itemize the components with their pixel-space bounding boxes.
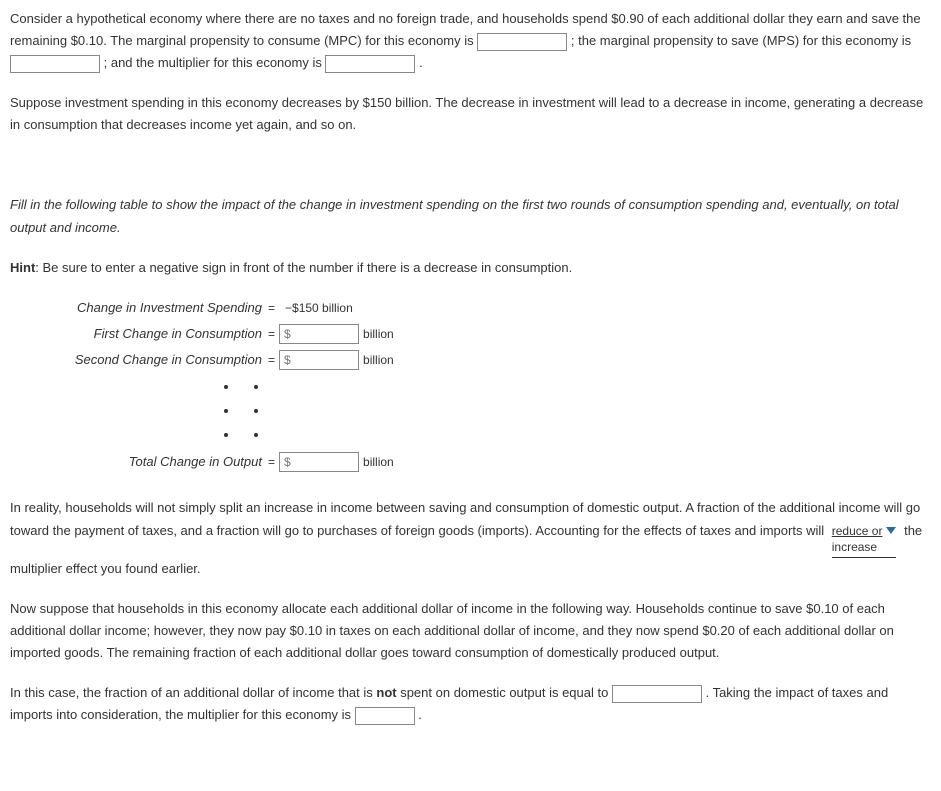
row-label: First Change in Consumption (10, 323, 268, 345)
reality-paragraph: In reality, households will not simply s… (10, 497, 931, 579)
row-second-consumption: Second Change in Consumption = billion (10, 349, 931, 371)
total-output-input[interactable] (279, 452, 359, 472)
allocation-paragraph: Now suppose that households in this econ… (10, 598, 931, 664)
fraction-not-spent-input[interactable] (612, 685, 702, 703)
row-value: −$150 billion (279, 298, 353, 318)
chevron-down-icon (886, 527, 896, 534)
final-paragraph: In this case, the fraction of an additio… (10, 682, 931, 726)
multiplier-effect-dropdown[interactable]: reduce or increase (832, 524, 897, 558)
row-investment-change: Change in Investment Spending = −$150 bi… (10, 297, 931, 319)
hint-paragraph: Hint: Be sure to enter a negative sign i… (10, 257, 931, 279)
hint-label: Hint (10, 260, 35, 275)
first-consumption-input[interactable] (279, 324, 359, 344)
new-multiplier-input[interactable] (355, 707, 415, 725)
ellipsis-row (10, 375, 931, 397)
mpc-input[interactable] (477, 33, 567, 51)
row-total-output: Total Change in Output = billion (10, 451, 931, 473)
hint-text: : Be sure to enter a negative sign in fr… (35, 260, 572, 275)
row-first-consumption: First Change in Consumption = billion (10, 323, 931, 345)
second-consumption-input[interactable] (279, 350, 359, 370)
ellipsis-row (10, 399, 931, 421)
unit-label: billion (363, 452, 394, 472)
equals-sign: = (268, 452, 275, 472)
row-label: Total Change in Output (10, 451, 268, 473)
multiplier-input[interactable] (325, 55, 415, 73)
ellipsis-row (10, 423, 931, 445)
text-segment: ; and the multiplier for this economy is (104, 55, 326, 70)
equals-sign: = (268, 350, 275, 370)
text-segment: . (419, 55, 423, 70)
row-label: Change in Investment Spending (10, 297, 268, 319)
text-segment: spent on domestic output is equal to (397, 685, 612, 700)
row-label: Second Change in Consumption (10, 349, 268, 371)
dropdown-option[interactable]: increase (832, 539, 897, 556)
bold-not: not (376, 685, 396, 700)
unit-label: billion (363, 350, 394, 370)
unit-label: billion (363, 324, 394, 344)
equals-sign: = (268, 324, 275, 344)
mps-input[interactable] (10, 55, 100, 73)
text-segment: In reality, households will not simply s… (10, 500, 920, 537)
text-segment: In this case, the fraction of an additio… (10, 685, 376, 700)
text-segment: ; the marginal propensity to save (MPS) … (571, 33, 911, 48)
text-segment: . (418, 707, 422, 722)
table-instructions: Fill in the following table to show the … (10, 194, 931, 238)
intro-paragraph-1: Consider a hypothetical economy where th… (10, 8, 931, 74)
intro-paragraph-2: Suppose investment spending in this econ… (10, 92, 931, 136)
calculation-table: Change in Investment Spending = −$150 bi… (10, 297, 931, 474)
equals-sign: = (268, 298, 275, 318)
